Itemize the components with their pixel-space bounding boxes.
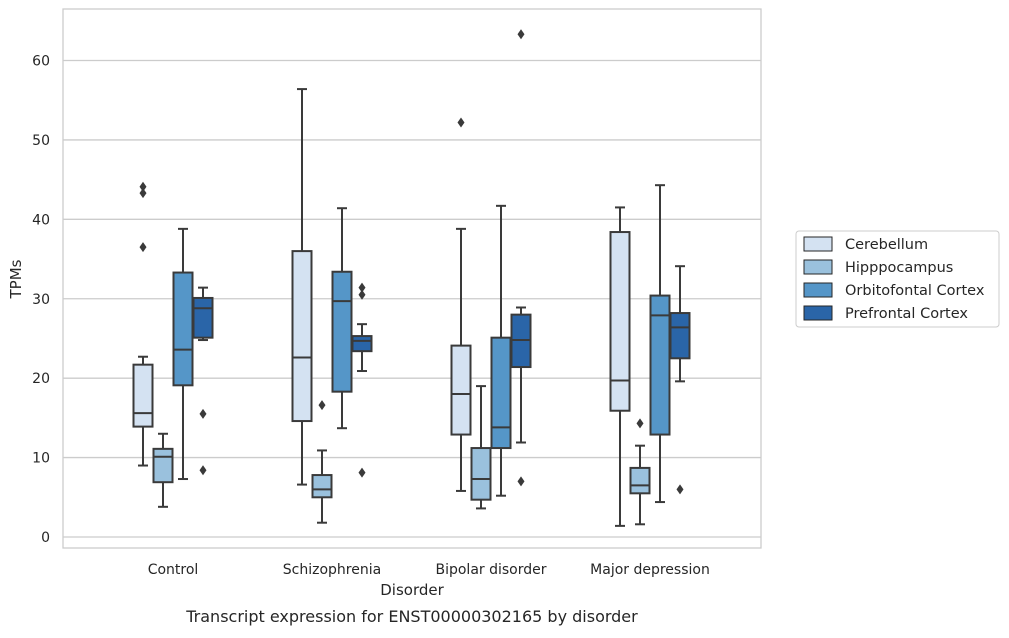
box-group — [311, 400, 333, 524]
legend-swatch — [803, 259, 833, 275]
outlier-point — [517, 476, 525, 487]
legend-frame — [795, 230, 1000, 328]
box-group — [629, 418, 651, 526]
box — [669, 312, 691, 360]
legend-swatch — [803, 236, 833, 252]
plot-frame — [62, 8, 762, 549]
box — [351, 335, 373, 353]
x-tick-label: Control — [148, 562, 199, 578]
box — [490, 336, 512, 450]
legend-items: Cerebellum Hipppocampus Orbitofontal Corte… — [803, 236, 985, 322]
outlier-point — [636, 418, 644, 429]
x-axis-label: Disorder — [380, 581, 444, 599]
y-tick-label: 20 — [32, 371, 50, 387]
box-group — [331, 207, 353, 430]
legend-label: Orbitofontal Cortex — [845, 283, 985, 299]
y-tick-labels: 0 10 20 30 40 50 60 — [32, 54, 50, 547]
box-group — [152, 432, 174, 508]
y-axis-label: TPMs — [7, 259, 25, 299]
box — [470, 447, 492, 501]
x-tick-label: Major depression — [590, 562, 710, 578]
box-group — [172, 227, 194, 481]
outlier-point — [517, 29, 525, 40]
box-group — [192, 286, 214, 476]
box — [649, 294, 671, 436]
box — [629, 466, 651, 495]
box-group — [450, 117, 472, 492]
box-group — [470, 385, 492, 510]
box — [609, 231, 631, 412]
outlier-point — [318, 400, 326, 411]
legend: Cerebellum Hipppocampus Orbitofontal Corte… — [795, 230, 1000, 328]
outlier-point — [139, 181, 147, 192]
outlier-point — [199, 465, 207, 476]
box — [450, 344, 472, 436]
box — [152, 447, 174, 484]
box — [291, 250, 313, 423]
x-tick-labels: Control Schizophrenia Bipolar disorder Majo… — [148, 562, 710, 578]
box — [192, 296, 214, 339]
y-tick-label: 50 — [32, 133, 50, 149]
box-group — [649, 184, 671, 504]
outlier-point — [358, 282, 366, 293]
outlier-point — [358, 467, 366, 478]
outlier-point — [358, 289, 366, 300]
y-tick-label: 10 — [32, 451, 50, 467]
box-group — [609, 206, 631, 527]
y-tick-label: 40 — [32, 212, 50, 228]
legend-label: Hipppocampus — [845, 260, 953, 276]
outlier-point — [199, 408, 207, 419]
box-group — [490, 204, 512, 497]
legend-swatch — [803, 282, 833, 298]
box-group — [351, 282, 373, 478]
x-tick-label: Schizophrenia — [283, 562, 381, 578]
legend-swatch — [803, 305, 833, 321]
box — [132, 363, 154, 428]
box-group — [291, 88, 313, 486]
legend-label: Cerebellum — [845, 237, 928, 253]
legend-label: Prefrontal Cortex — [845, 306, 968, 322]
y-tick-label: 0 — [41, 530, 50, 546]
outlier-point — [676, 484, 684, 495]
box — [331, 270, 353, 393]
box — [311, 474, 333, 499]
outlier-point — [139, 242, 147, 253]
outlier-point — [457, 117, 465, 128]
y-tick-label: 60 — [32, 54, 50, 70]
x-tick-label: Bipolar disorder — [435, 562, 546, 578]
box-group — [669, 265, 691, 495]
box-group — [510, 29, 532, 487]
outlier-point — [139, 188, 147, 199]
y-tick-label: 30 — [32, 292, 50, 308]
chart-caption: Transcript expression for ENST0000030216… — [185, 607, 638, 626]
box — [172, 271, 194, 387]
box-group — [132, 181, 154, 467]
box-layer — [132, 29, 691, 527]
